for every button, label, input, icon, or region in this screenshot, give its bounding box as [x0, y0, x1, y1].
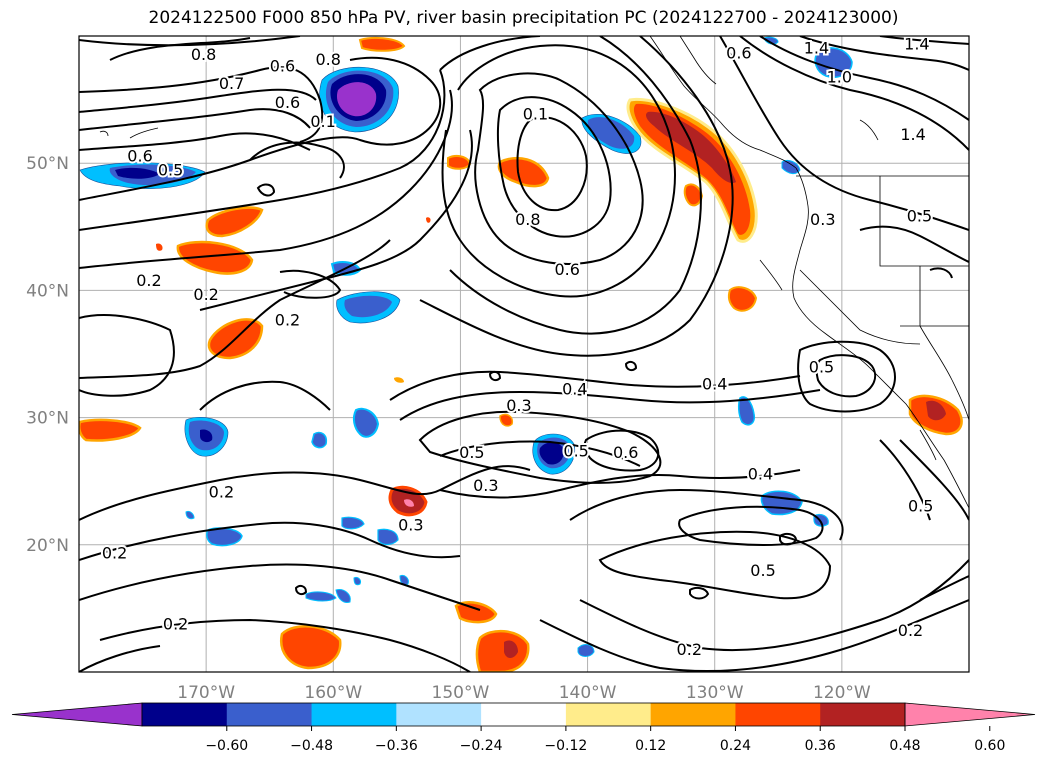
colorbar-frame	[141, 702, 906, 727]
colorbar-tick-label: 0.60	[974, 738, 1005, 754]
contour-label: 0.4	[562, 379, 587, 398]
contour-label: 0.5	[907, 206, 932, 225]
contour-label: 0.6	[726, 44, 751, 63]
contour-label: 0.8	[191, 45, 216, 64]
contour-label: 0.3	[398, 515, 423, 534]
contour-label: 0.5	[908, 496, 933, 515]
contour-label: 0.2	[163, 615, 188, 634]
lat-tick-label: 30°N	[26, 409, 69, 429]
lon-tick-label: 160°W	[304, 683, 362, 703]
contour-label: 0.2	[136, 271, 161, 290]
colorbar-segment	[142, 703, 228, 726]
contour-label: 1.4	[900, 125, 925, 144]
contour-label: 0.5	[158, 161, 183, 180]
colorbar-tick-label: −0.48	[290, 738, 333, 754]
contour-label: 1.4	[904, 35, 929, 54]
contour-label: 0.8	[515, 210, 540, 229]
contour-label: 0.6	[275, 93, 300, 112]
colorbar-segment	[311, 703, 397, 726]
lat-tick-label: 40°N	[26, 281, 69, 301]
contour-label: 0.7	[219, 74, 244, 93]
contour-label: 0.6	[613, 443, 638, 462]
coastlines	[99, 36, 969, 509]
positive-anomalies	[79, 37, 963, 672]
lon-tick-label: 170°W	[177, 683, 235, 703]
contour-label: 0.5	[809, 358, 834, 377]
contour-label: 0.4	[702, 374, 727, 393]
lon-tick-label: 130°W	[686, 683, 744, 703]
lat-tick-labels: 20°N 30°N 40°N 50°N	[26, 154, 69, 556]
contour-label: 0.2	[898, 621, 923, 640]
colorbar-segment	[820, 703, 906, 726]
colorbar-tick-label: −0.36	[375, 738, 418, 754]
colorbar-extend-high	[904, 702, 1036, 727]
colorbar: −0.60 −0.48 −0.36 −0.24 −0.12 0.12 0.24 0.36 0.4…	[11, 702, 1036, 754]
contour-label: 0.2	[102, 543, 127, 562]
colorbar-tick-label: 0.36	[805, 738, 836, 754]
contour-label: 0.2	[677, 640, 702, 659]
contour-label: 0.3	[506, 396, 531, 415]
colorbar-segment	[396, 703, 482, 726]
map-title: 2024122500 F000 850 hPa PV, river basin …	[148, 8, 899, 28]
lon-tick-labels: 170°W 160°W 150°W 140°W 130°W 120°W	[177, 683, 871, 703]
contour-label: 0.3	[473, 476, 498, 495]
contour-label: 0.6	[127, 147, 152, 166]
colorbar-segment	[226, 703, 313, 726]
pv-contours	[79, 36, 969, 672]
lon-tick-label: 140°W	[559, 683, 617, 703]
colorbar-tick-label: 0.24	[720, 738, 751, 754]
contour-label: 0.6	[555, 260, 580, 279]
contour-label: 0.2	[209, 482, 234, 501]
contour-label: 0.6	[270, 56, 295, 75]
contour-label: 1.0	[827, 68, 852, 87]
contour-label: 0.5	[750, 561, 775, 580]
colorbar-tick-label: −0.24	[460, 738, 503, 754]
colorbar-segment	[565, 703, 652, 726]
contour-label: 0.5	[459, 443, 484, 462]
contour-label: 0.1	[523, 105, 548, 124]
contour-label: 0.1	[310, 112, 335, 131]
contour-label: 0.5	[563, 442, 588, 461]
contour-label: 0.2	[275, 311, 300, 330]
colorbar-segment	[735, 703, 821, 726]
colorbar-tick-label: 0.48	[889, 738, 920, 754]
lon-tick-label: 150°W	[432, 683, 490, 703]
contour-label: 0.4	[748, 465, 773, 484]
lat-tick-label: 50°N	[26, 154, 69, 174]
map-frame	[78, 35, 970, 673]
colorbar-extend-low	[11, 702, 143, 727]
colorbar-segment	[650, 703, 736, 726]
colorbar-segment	[481, 703, 567, 726]
colorbar-tick-label: −0.60	[205, 738, 248, 754]
contour-label: 0.8	[315, 50, 340, 69]
contour-label: 0.2	[193, 285, 218, 304]
contour-labels: 0.80.70.6 0.80.60.10.60.50.10.80.60.20.20…	[100, 33, 936, 661]
colorbar-tick-label: 0.12	[635, 738, 666, 754]
lon-tick-label: 120°W	[813, 683, 871, 703]
precip-shading	[79, 36, 963, 672]
lat-tick-label: 20°N	[26, 536, 69, 556]
contour-label: 1.4	[804, 38, 829, 57]
colorbar-tick-label: −0.12	[544, 738, 587, 754]
contour-label: 0.3	[810, 210, 835, 229]
